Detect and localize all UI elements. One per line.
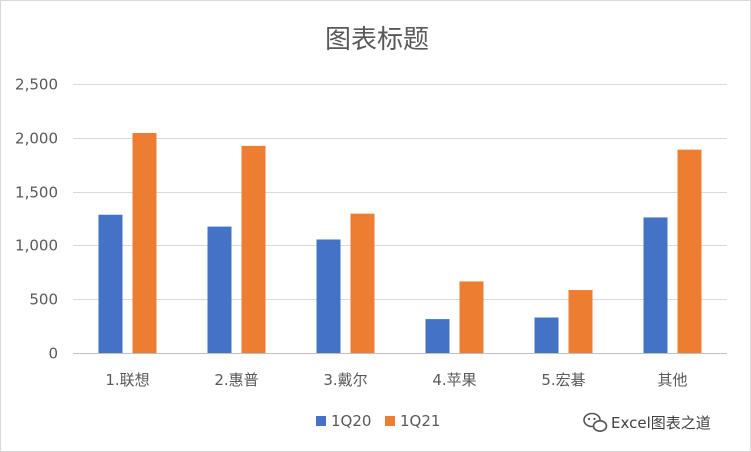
bar — [132, 132, 157, 353]
bars — [98, 132, 702, 353]
y-tick-label: 0 — [48, 345, 58, 363]
legend-swatch — [316, 416, 326, 426]
chart-title: 图表标题 — [325, 25, 429, 55]
bar — [207, 226, 232, 353]
y-tick-label: 2,500 — [15, 76, 58, 94]
bar — [643, 217, 668, 353]
gridlines — [73, 84, 727, 354]
bar — [677, 149, 702, 353]
bar — [98, 214, 123, 353]
y-tick-label: 500 — [29, 291, 58, 309]
bar — [534, 317, 559, 353]
bar — [316, 239, 341, 353]
y-tick-label: 1,000 — [15, 237, 58, 255]
watermark: Excel图表之道 — [583, 412, 711, 432]
y-tick-label: 2,000 — [15, 130, 58, 148]
wechat-icon — [583, 412, 608, 432]
legend-swatch — [385, 416, 395, 426]
bar — [459, 281, 484, 353]
legend: 1Q20 1Q21 — [316, 412, 440, 430]
watermark-text: Excel图表之道 — [611, 414, 711, 432]
bar — [425, 319, 450, 353]
bar — [350, 213, 375, 353]
y-axis-ticks: 0 500 1,000 1,500 2,000 2,500 — [15, 76, 58, 363]
x-tick-label: 2.惠普 — [214, 371, 258, 389]
bar — [241, 145, 266, 353]
x-tick-label: 其他 — [657, 371, 687, 389]
y-tick-label: 1,500 — [15, 184, 58, 202]
x-axis-ticks: 1.联想 2.惠普 3.戴尔 4.苹果 5.宏碁 其他 — [105, 371, 687, 389]
x-tick-label: 5.宏碁 — [541, 371, 585, 389]
x-tick-label: 3.戴尔 — [323, 371, 367, 389]
x-tick-label: 4.苹果 — [432, 371, 476, 389]
legend-label: 1Q21 — [400, 412, 440, 430]
x-tick-label: 1.联想 — [105, 371, 149, 389]
legend-label: 1Q20 — [331, 412, 371, 430]
bar — [568, 290, 593, 353]
